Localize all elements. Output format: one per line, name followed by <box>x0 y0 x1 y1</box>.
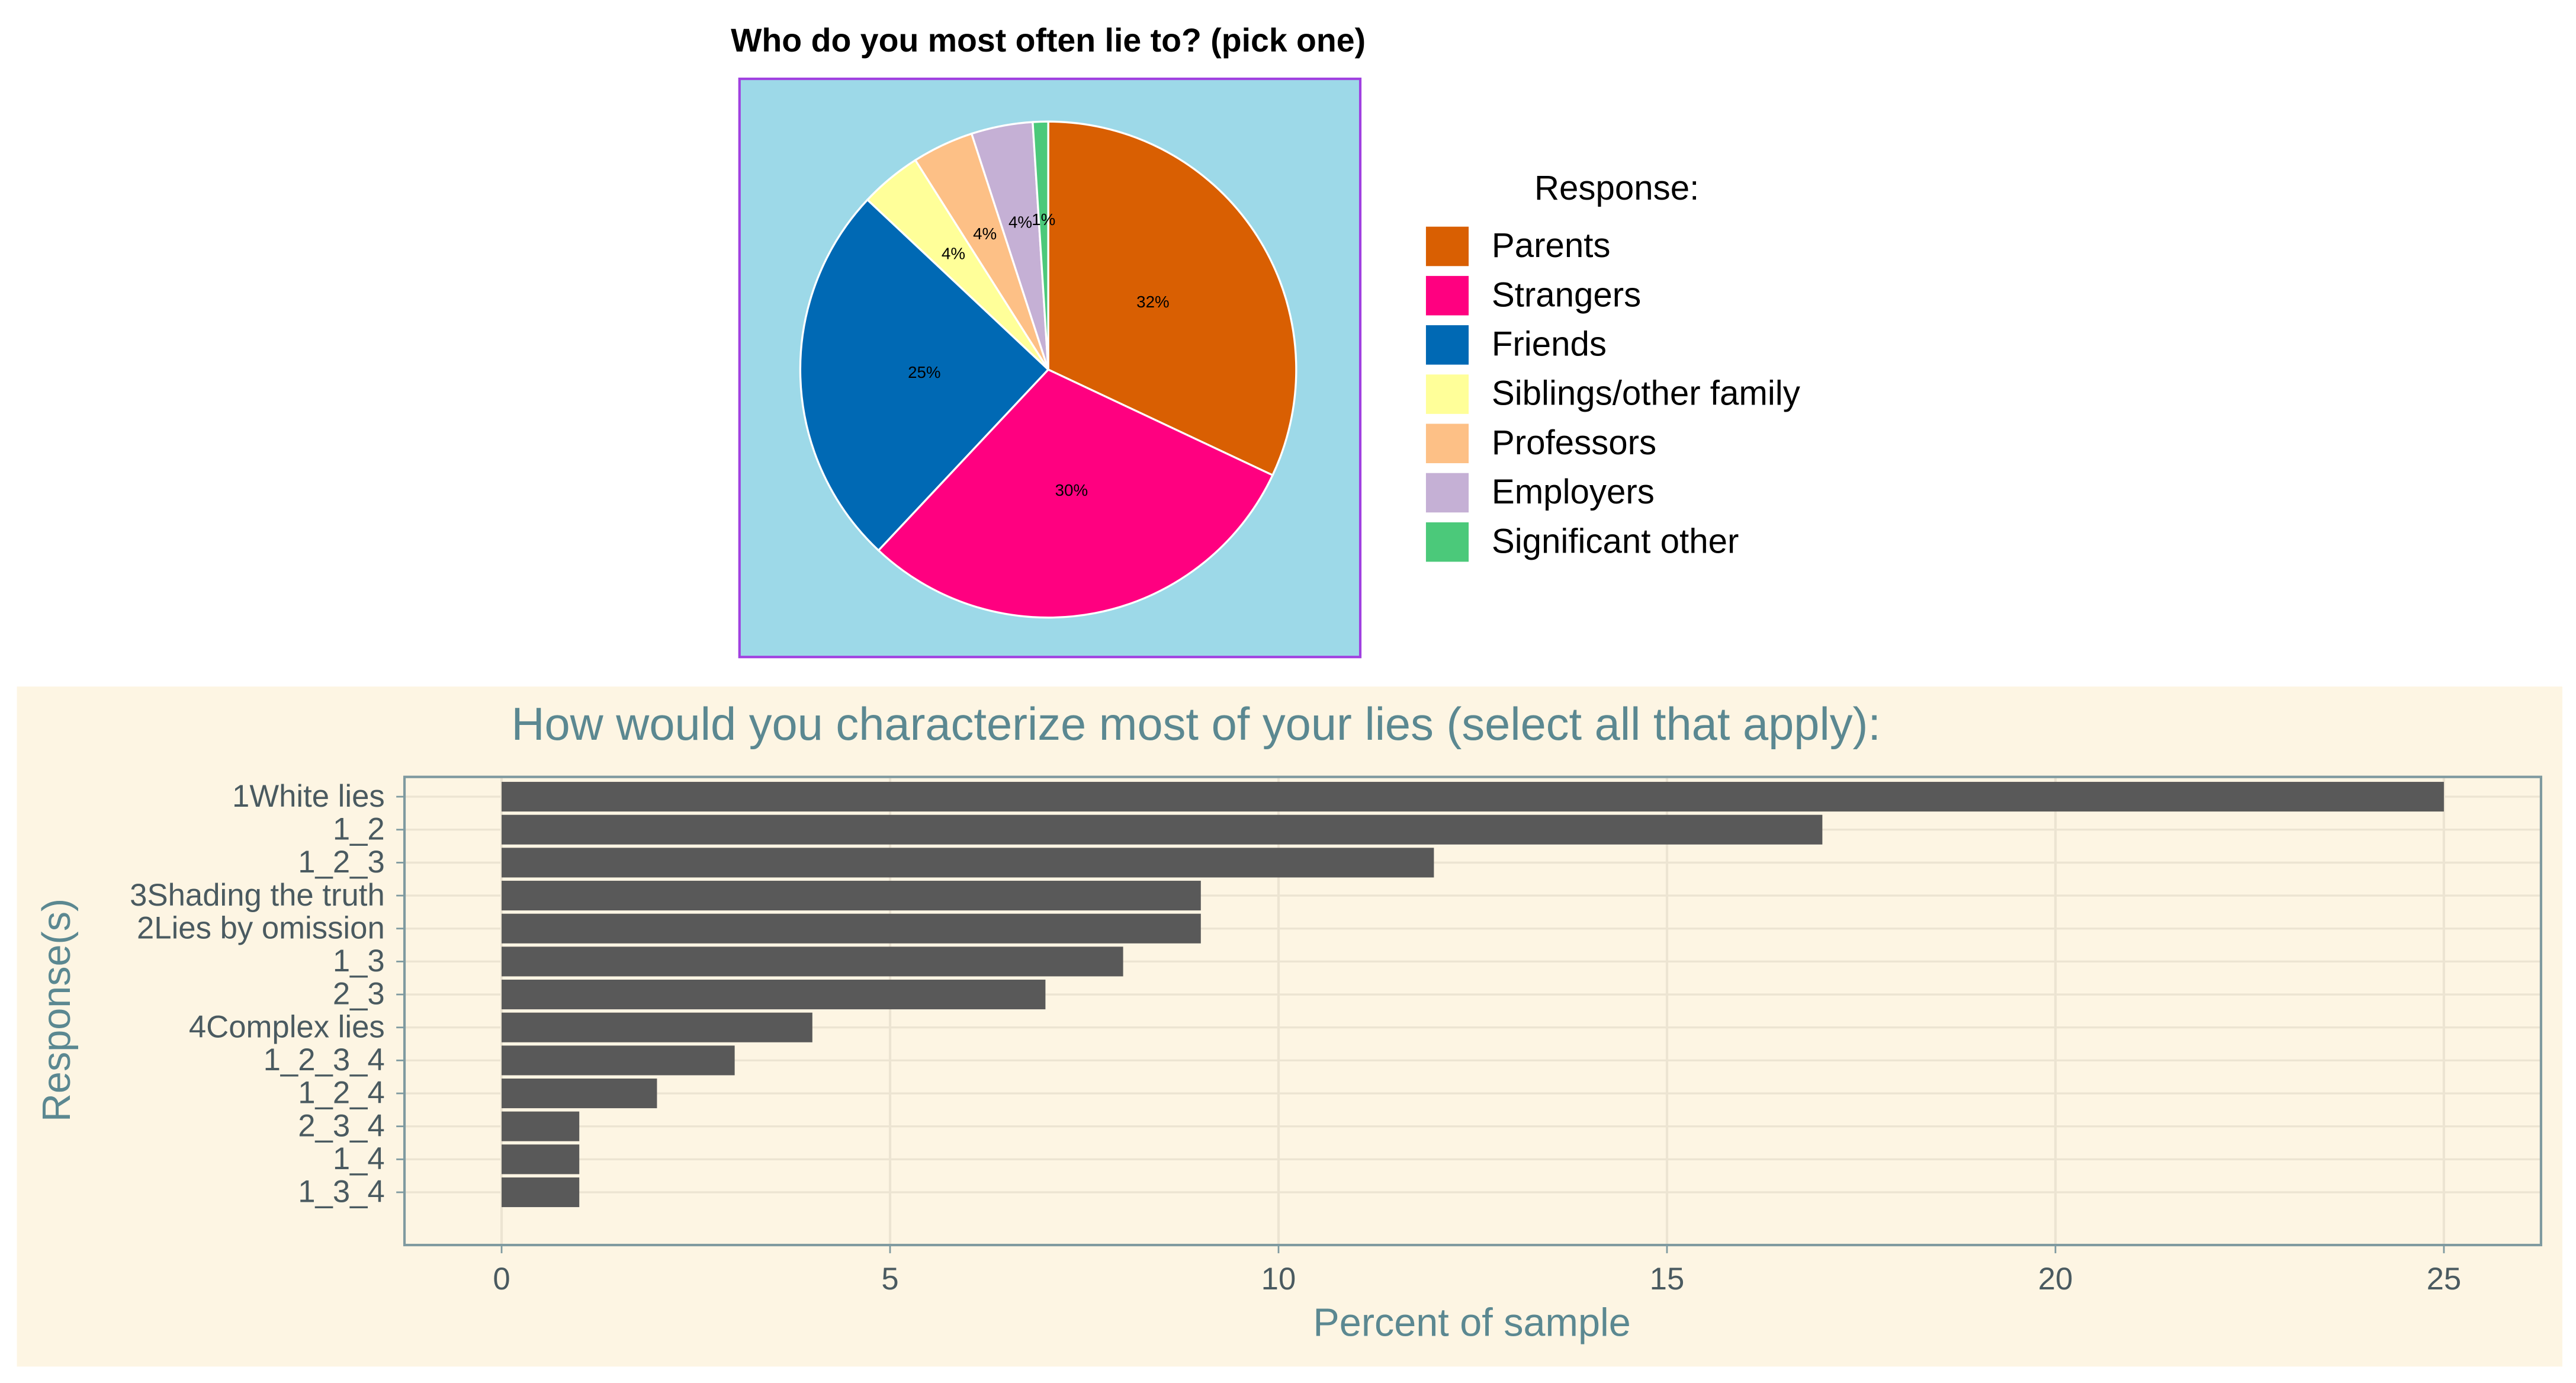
legend-swatch <box>1425 522 1469 562</box>
bar <box>502 1078 657 1109</box>
legend-label: Significant other <box>1492 522 1739 560</box>
y-tick-label: 1_2 <box>333 811 385 846</box>
pie-slice <box>799 198 1050 552</box>
slice-label: 30% <box>1055 481 1088 499</box>
legend-label: Employers <box>1492 473 1655 511</box>
x-tick-label: 25 <box>2427 1262 2462 1297</box>
bar <box>502 980 1046 1010</box>
slice-label: 4% <box>942 245 965 263</box>
bar <box>502 1177 580 1208</box>
legend-label: Siblings/other family <box>1492 374 1800 413</box>
pie-slice <box>1032 120 1049 370</box>
x-tick-label: 15 <box>1650 1262 1685 1297</box>
y-tick-label: 2_3_4 <box>298 1108 385 1143</box>
slice-label: 32% <box>1136 293 1169 311</box>
legend-label: Strangers <box>1492 275 1641 314</box>
bar <box>502 1144 580 1175</box>
y-tick-label: 2Lies by omission <box>137 910 385 945</box>
bar <box>502 1012 812 1042</box>
bar <box>502 946 1123 977</box>
y-tick-label: 1_3_4 <box>298 1175 385 1209</box>
legend-title: Response: <box>1534 169 1699 207</box>
legend-label: Parents <box>1492 226 1611 265</box>
plot-border <box>403 775 2543 1247</box>
legend-swatch <box>1425 473 1469 513</box>
slice-label: 4% <box>973 224 997 243</box>
bar <box>502 782 2444 812</box>
bar-title: How would you characterize most of your … <box>511 699 1881 750</box>
pie-slice <box>877 368 1274 619</box>
x-tick-label: 0 <box>493 1262 510 1297</box>
x-tick-label: 5 <box>881 1262 898 1297</box>
y-tick-label: 4Complex lies <box>189 1009 385 1044</box>
legend-swatch <box>1425 275 1469 316</box>
legend-label: Professors <box>1492 423 1656 462</box>
x-tick-label: 20 <box>2038 1262 2073 1297</box>
x-tick-label: 10 <box>1261 1262 1296 1297</box>
slice-label: 25% <box>908 363 940 381</box>
bar <box>502 913 1201 944</box>
y-tick-label: 1_4 <box>333 1141 385 1176</box>
y-axis-title: Response(s) <box>35 899 79 1122</box>
legend-swatch <box>1425 374 1469 414</box>
legend-swatch <box>1425 325 1469 365</box>
slice-label: 4% <box>1008 213 1032 231</box>
x-axis-title: Percent of sample <box>1313 1301 1630 1345</box>
y-tick-label: 3Shading the truth <box>130 878 385 913</box>
pie-slice <box>1047 120 1297 477</box>
pie-title: Who do you most often lie to? (pick one) <box>731 22 1366 59</box>
bar <box>502 1111 580 1141</box>
bar <box>502 814 1823 845</box>
y-tick-label: 1_2_4 <box>298 1076 385 1111</box>
y-tick-label: 1White lies <box>232 779 385 814</box>
bar <box>502 848 1434 878</box>
y-tick-label: 1_2_3_4 <box>264 1042 385 1077</box>
y-tick-label: 1_2_3 <box>298 845 385 880</box>
slice-label: 1% <box>1032 210 1055 229</box>
legend-swatch <box>1425 226 1469 267</box>
bar <box>502 881 1201 911</box>
y-tick-label: 1_3 <box>333 944 385 978</box>
y-tick-label: 2_3 <box>333 977 385 1012</box>
bar <box>502 1045 735 1076</box>
legend-swatch <box>1425 423 1469 464</box>
legend-label: Friends <box>1492 325 1607 364</box>
